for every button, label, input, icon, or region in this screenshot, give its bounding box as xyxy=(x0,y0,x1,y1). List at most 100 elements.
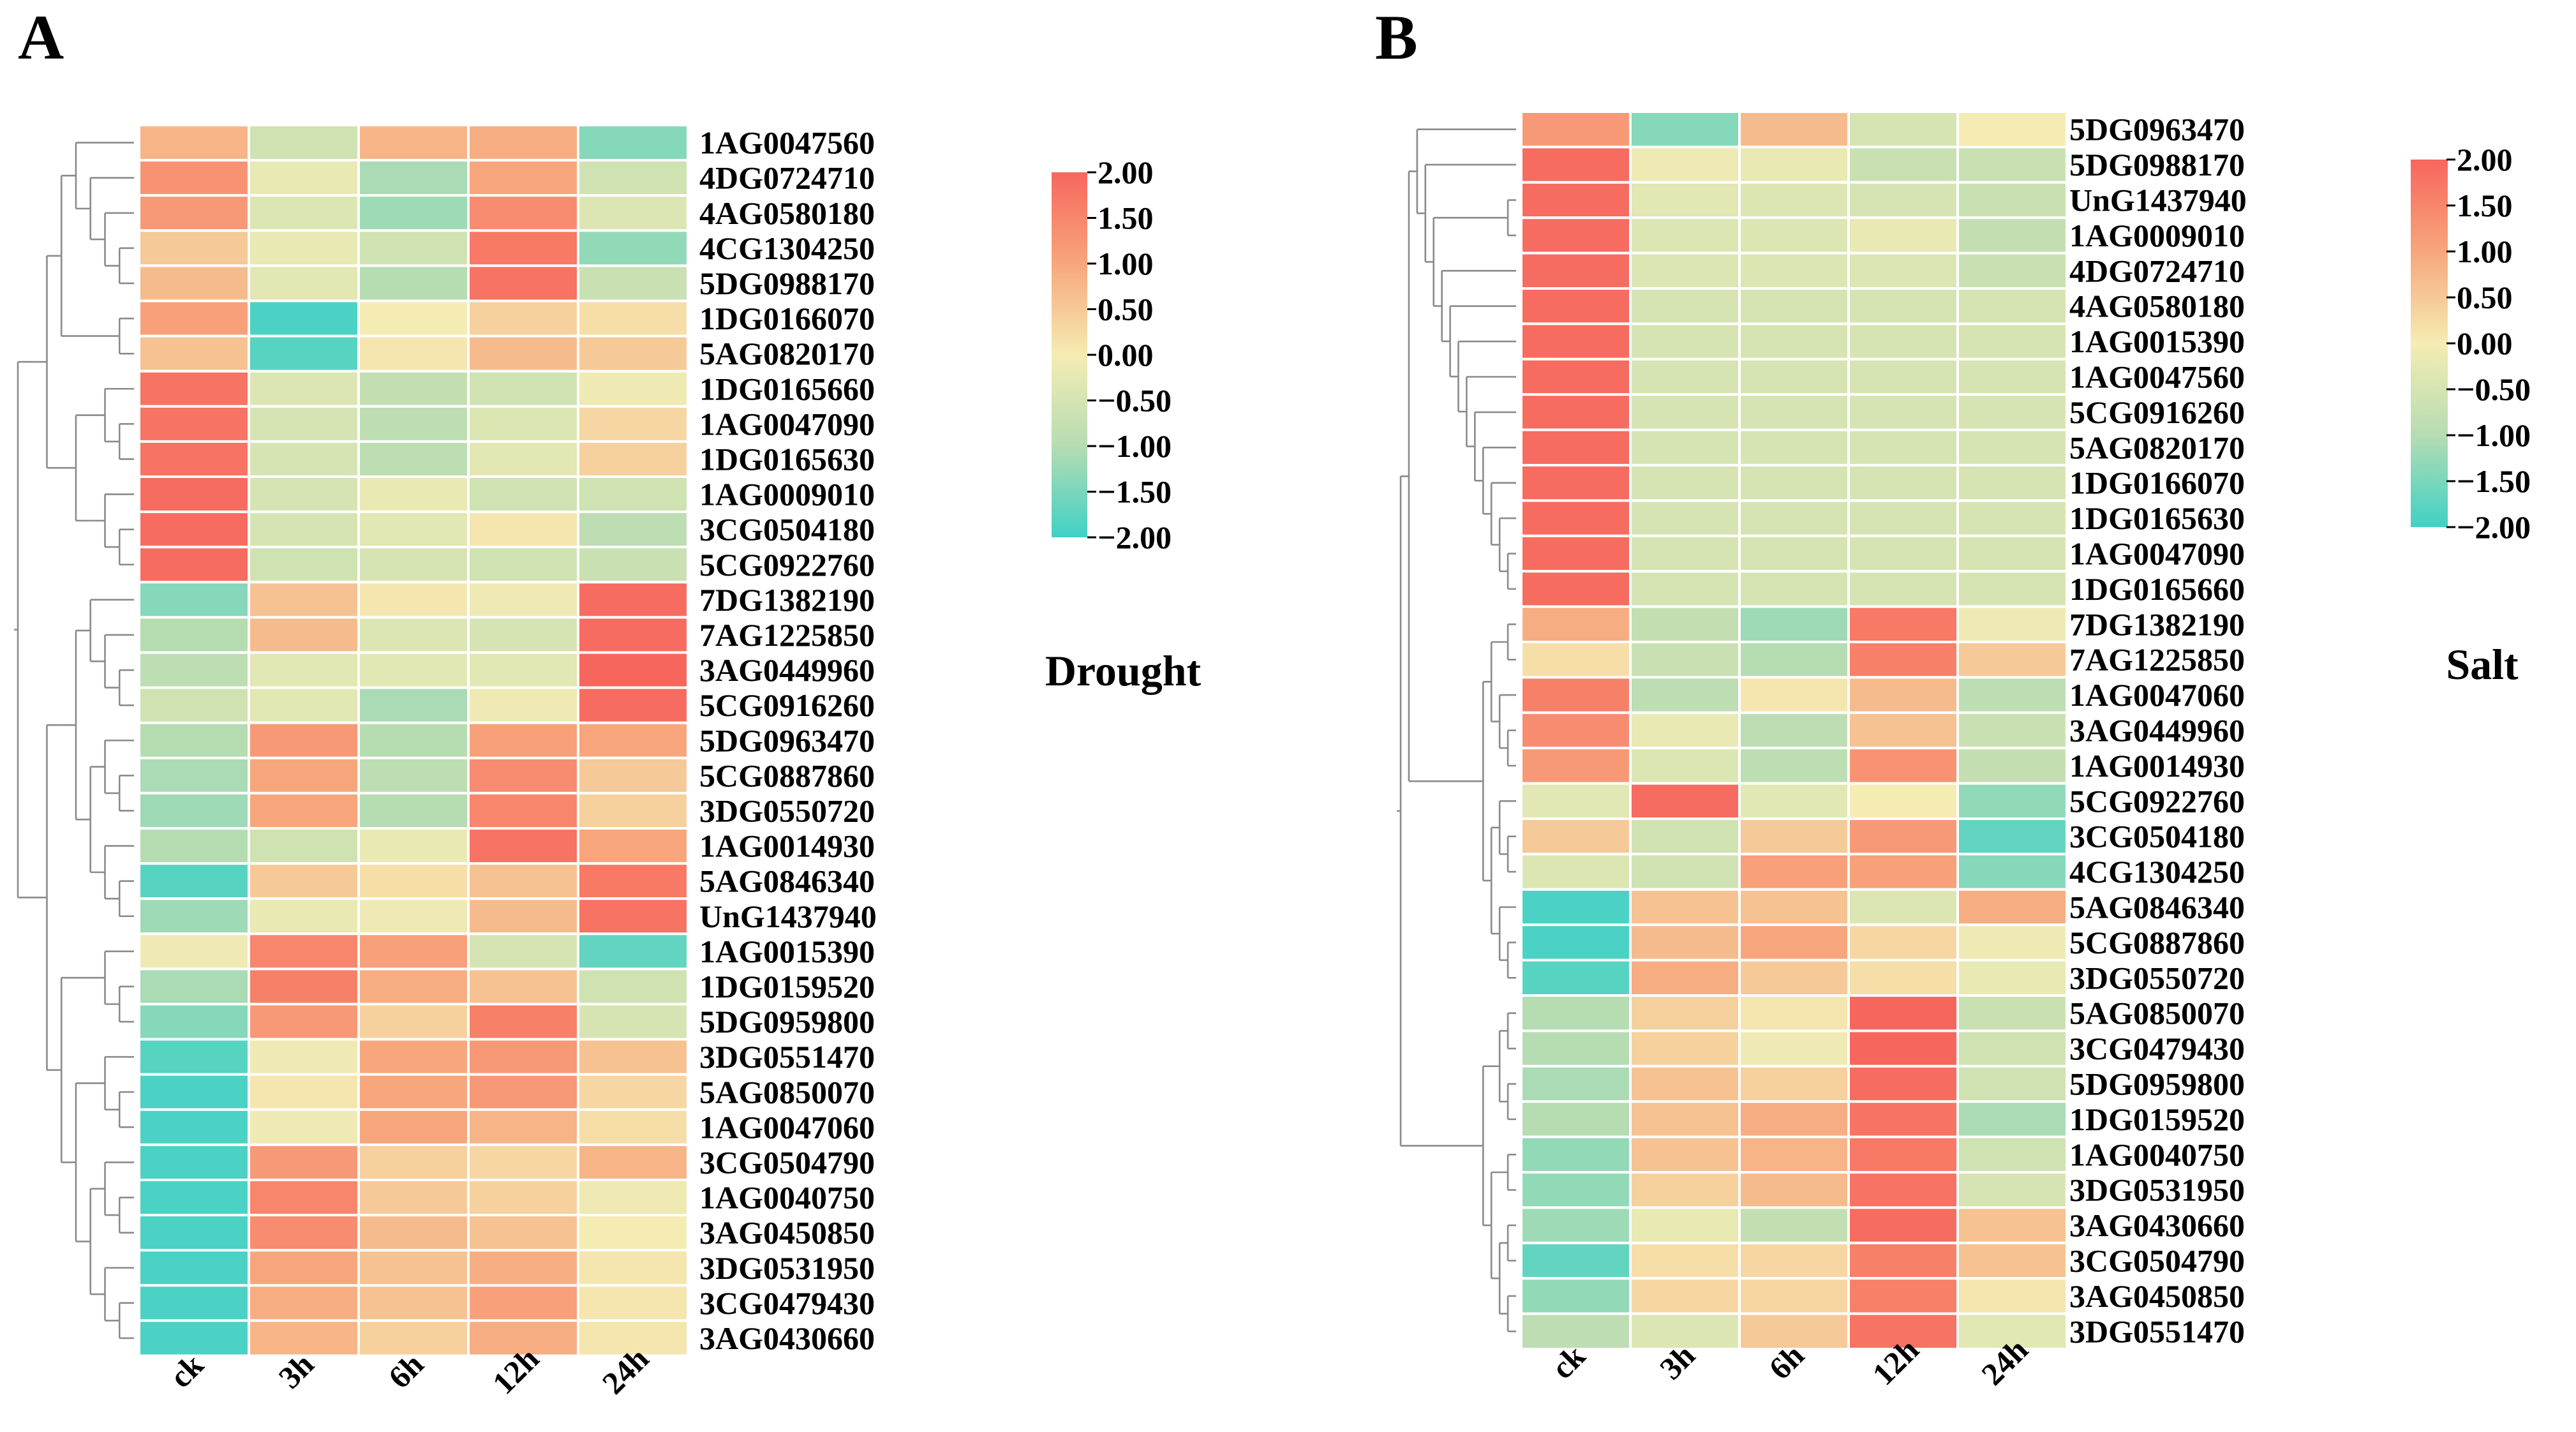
heatmap-cell xyxy=(248,1003,360,1041)
heatmap-cell xyxy=(1629,322,1741,361)
heatmap-cell xyxy=(577,194,689,232)
heatmap-cell xyxy=(1956,570,2068,608)
heatmap-cells-b xyxy=(1520,110,2068,1351)
heatmap-cell xyxy=(1956,251,2068,290)
heatmap-cell xyxy=(1629,1135,1741,1174)
heatmap-cell xyxy=(467,862,579,900)
row-label: 1AG0047090 xyxy=(2069,536,2245,572)
heatmap-cell xyxy=(577,756,689,794)
heatmap-cell xyxy=(138,1284,250,1322)
heatmap-cell xyxy=(467,616,579,654)
colorbar-tick-label: −1.00 xyxy=(1098,428,1172,464)
heatmap-cell xyxy=(1847,181,1959,220)
heatmap-cell xyxy=(1956,1029,2068,1068)
row-label: 1AG0047060 xyxy=(699,1109,875,1145)
heatmap-cell xyxy=(357,229,470,267)
colorbar-tick-label: 2.00 xyxy=(1098,154,1154,190)
heatmap-cell xyxy=(1520,251,1632,290)
heatmap-cell xyxy=(1738,1206,1850,1244)
heatmap-cell xyxy=(1738,357,1850,396)
heatmap-cell xyxy=(577,334,689,373)
heatmap-cell xyxy=(138,932,250,971)
colorbar-a: 2.00 1.50 1.00 0.50 0.00 −0.50 −1.00 −1.50 −2.00 xyxy=(1052,154,1172,555)
row-label: 5AG0820170 xyxy=(699,336,875,371)
heatmap-cell xyxy=(577,827,689,865)
heatmap-cell xyxy=(1629,888,1741,927)
dendrogram-a xyxy=(14,142,134,1339)
heatmap-cell xyxy=(1629,357,1741,396)
heatmap-cell xyxy=(248,1073,360,1111)
heatmap-cell xyxy=(1629,641,1741,679)
heatmap-cell xyxy=(138,334,250,373)
heatmap-cell xyxy=(1956,181,2068,220)
heatmap-cell xyxy=(577,299,689,338)
colorbar-tick-label: 0.50 xyxy=(1098,292,1154,327)
heatmap-cell xyxy=(1847,464,1959,502)
heatmap-cell xyxy=(1520,888,1632,927)
heatmap-cell xyxy=(1956,464,2068,502)
heatmap-cell xyxy=(1847,1171,1959,1209)
heatmap-cell xyxy=(1847,853,1959,891)
row-label: 1AG0040750 xyxy=(699,1180,875,1216)
heatmap-cell xyxy=(1629,393,1741,431)
heatmap-cell xyxy=(1520,782,1632,820)
row-label: 1DG0166070 xyxy=(2069,465,2245,501)
heatmap-cell xyxy=(138,756,250,794)
heatmap-cell xyxy=(138,229,250,267)
heatmap-cell xyxy=(577,124,689,162)
heatmap-cell xyxy=(1847,393,1959,431)
heatmap-cell xyxy=(1847,605,1959,643)
heatmap-cell xyxy=(1956,1171,2068,1209)
heatmap-cell xyxy=(1956,1064,2068,1103)
heatmap-cell xyxy=(138,511,250,549)
heatmap-cell xyxy=(1738,145,1850,184)
heatmap-cell xyxy=(1847,888,1959,927)
heatmap-cell xyxy=(1847,1206,1959,1244)
heatmap-cell xyxy=(1520,1100,1632,1138)
heatmap-cell xyxy=(1629,464,1741,502)
heatmap-cell xyxy=(1738,1064,1850,1103)
row-labels-b: 5DG09634705DG0988170UnG14379401AG0009010… xyxy=(2069,112,2247,1350)
heatmap-cell xyxy=(357,1319,470,1357)
heatmap-cell xyxy=(1956,1135,2068,1174)
heatmap-cell xyxy=(577,1038,689,1076)
heatmap-cell xyxy=(577,369,689,408)
heatmap-cell xyxy=(577,1214,689,1252)
condition-label-salt: Salt xyxy=(2446,640,2519,689)
row-label: 4AG0580180 xyxy=(699,195,875,231)
panel-a: A 1AG00475604DG07247104AG05801804CG13042… xyxy=(14,2,1202,1401)
heatmap-cell xyxy=(1847,1277,1959,1315)
heatmap-cell xyxy=(138,159,250,197)
heatmap-cell xyxy=(248,124,360,162)
row-label: 7DG1382190 xyxy=(699,582,875,618)
heatmap-cell xyxy=(1629,1029,1741,1068)
heatmap-cell xyxy=(1847,641,1959,679)
row-label: 3AG0430660 xyxy=(699,1320,875,1356)
panel-b: B 5DG09634705DG0988170UnG14379401AG00090… xyxy=(1375,2,2531,1392)
heatmap-cell xyxy=(1738,428,1850,466)
heatmap-cell xyxy=(248,1319,360,1357)
heatmap-cell xyxy=(1629,499,1741,537)
row-label: 1AG0047560 xyxy=(2069,359,2245,395)
row-label: UnG1437940 xyxy=(699,899,877,934)
heatmap-cell xyxy=(467,1143,579,1182)
heatmap-cell xyxy=(1738,534,1850,573)
heatmap-cell xyxy=(138,686,250,724)
heatmap-cell xyxy=(1956,888,2068,927)
row-label: 3AG0450850 xyxy=(699,1215,875,1251)
heatmap-cell xyxy=(1738,853,1850,891)
heatmap-cell xyxy=(1847,817,1959,856)
heatmap-cell xyxy=(1629,181,1741,220)
heatmap-cell xyxy=(577,651,689,689)
heatmap-cell xyxy=(577,1249,689,1287)
heatmap-cell xyxy=(1738,1241,1850,1280)
heatmap-cell xyxy=(1956,145,2068,184)
heatmap-cell xyxy=(1847,711,1959,750)
heatmap-cell xyxy=(577,440,689,479)
heatmap-cell xyxy=(138,369,250,408)
heatmap-cell xyxy=(248,791,360,830)
heatmap-cell xyxy=(357,475,470,514)
row-label: 1DG0165660 xyxy=(2069,571,2245,607)
colorbar-tick-label: −2.00 xyxy=(2457,509,2531,545)
heatmap-cell xyxy=(1738,888,1850,927)
